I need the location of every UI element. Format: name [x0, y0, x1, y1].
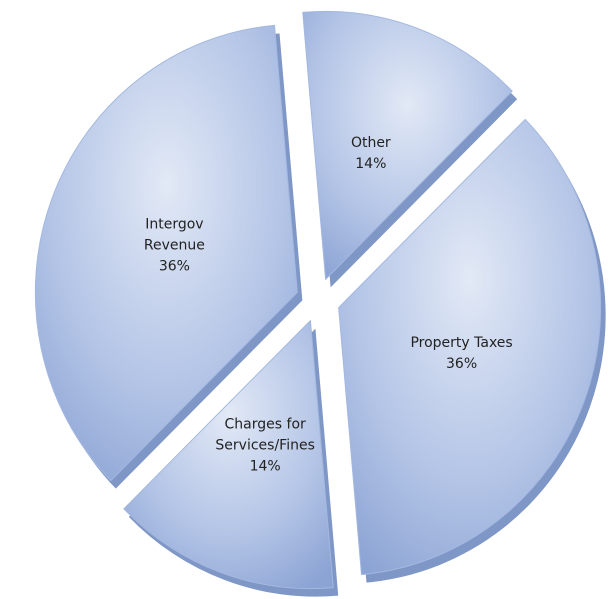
category-name: Charges for Services/Fines — [215, 416, 315, 454]
value-label: 14% — [355, 155, 387, 172]
slice — [34, 24, 298, 482]
value-label: 36% — [158, 258, 190, 275]
slice-label: Intergov Revenue 36% — [114, 215, 234, 278]
slice-label: Property Taxes 36% — [402, 333, 522, 375]
value-label: 36% — [446, 355, 478, 372]
slice — [302, 10, 513, 281]
slice-label: Other 14% — [311, 133, 431, 175]
value-label: 14% — [249, 458, 281, 475]
category-name: Intergov Revenue — [143, 216, 205, 254]
slice — [123, 319, 334, 590]
category-name: Property Taxes — [410, 334, 513, 351]
slice-label: Charges for Services/Fines 14% — [205, 415, 325, 478]
category-name: Other — [350, 134, 391, 151]
slice — [338, 118, 602, 576]
